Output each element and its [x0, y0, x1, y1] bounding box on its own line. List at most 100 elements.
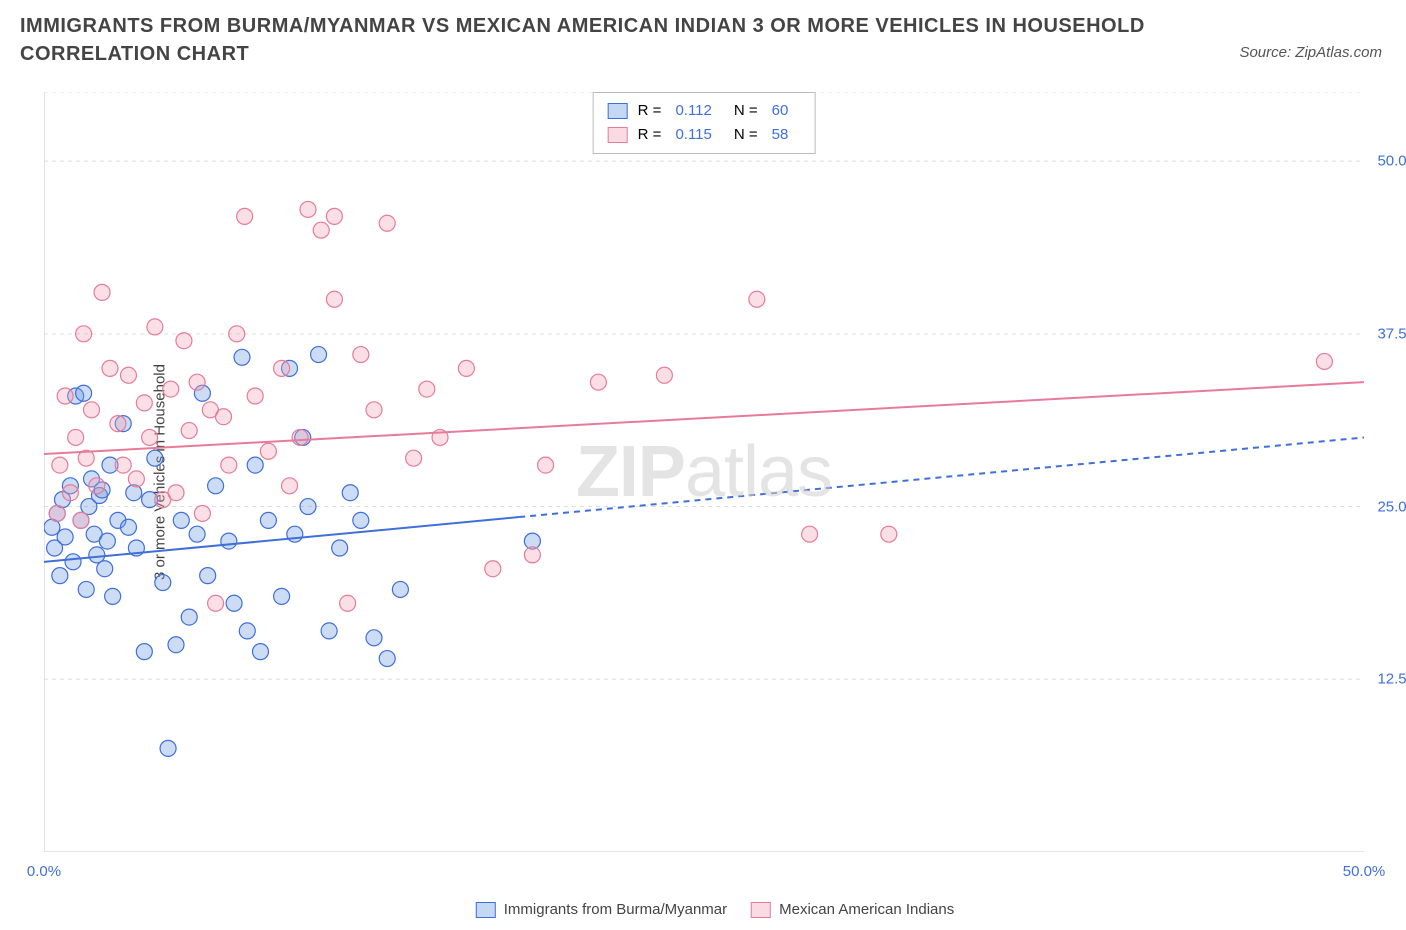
point-burma [173, 512, 189, 528]
point-burma [274, 588, 290, 604]
point-burma [155, 575, 171, 591]
point-mexican [802, 526, 818, 542]
point-mexican [237, 208, 253, 224]
point-burma [234, 349, 250, 365]
point-mexican [94, 284, 110, 300]
point-burma [208, 478, 224, 494]
y-tick: 50.0% [1377, 153, 1406, 170]
point-mexican [353, 347, 369, 363]
point-mexican [115, 457, 131, 473]
r-value-mexican: 0.115 [675, 123, 711, 147]
point-burma [342, 485, 358, 501]
point-mexican [176, 333, 192, 349]
point-burma [260, 512, 276, 528]
legend-label-mexican: Mexican American Indians [779, 901, 954, 918]
point-mexican [89, 478, 105, 494]
point-burma [105, 588, 121, 604]
point-mexican [300, 201, 316, 217]
point-mexican [326, 291, 342, 307]
point-mexican [84, 402, 100, 418]
r-value-burma: 0.112 [675, 99, 711, 123]
point-mexican [147, 319, 163, 335]
point-burma [65, 554, 81, 570]
point-burma [168, 637, 184, 653]
legend-swatch-mexican [751, 902, 771, 918]
y-tick: 12.5% [1377, 671, 1406, 688]
point-mexican [538, 457, 554, 473]
point-mexican [49, 505, 65, 521]
point-burma [321, 623, 337, 639]
point-burma [120, 519, 136, 535]
stats-row-burma: R =0.112N =60 [608, 99, 801, 123]
point-burma [311, 347, 327, 363]
n-value-burma: 60 [772, 99, 789, 123]
stats-legend: R =0.112N =60R =0.115N =58 [593, 92, 816, 154]
point-mexican [485, 561, 501, 577]
point-mexican [419, 381, 435, 397]
point-mexican [282, 478, 298, 494]
point-mexican [57, 388, 73, 404]
y-tick: 37.5% [1377, 325, 1406, 342]
point-burma [392, 581, 408, 597]
stats-row-mexican: R =0.115N =58 [608, 123, 801, 147]
point-mexican [102, 360, 118, 376]
point-mexican [168, 485, 184, 501]
point-burma [353, 512, 369, 528]
point-mexican [76, 326, 92, 342]
swatch-mexican [608, 127, 628, 143]
point-mexican [881, 526, 897, 542]
point-mexican [340, 595, 356, 611]
point-burma [226, 595, 242, 611]
point-mexican [52, 457, 68, 473]
point-burma [189, 526, 205, 542]
point-mexican [406, 450, 422, 466]
point-burma [366, 630, 382, 646]
point-mexican [313, 222, 329, 238]
n-value-mexican: 58 [772, 123, 789, 147]
point-mexican [292, 429, 308, 445]
point-burma [78, 581, 94, 597]
trend-burma-dash [519, 437, 1364, 517]
point-burma [52, 568, 68, 584]
point-mexican [142, 429, 158, 445]
point-burma [252, 644, 268, 660]
point-mexican [136, 395, 152, 411]
point-mexican [120, 367, 136, 383]
point-mexican [524, 547, 540, 563]
point-burma [160, 740, 176, 756]
point-mexican [68, 429, 84, 445]
x-tick-max: 50.0% [1343, 863, 1386, 880]
point-mexican [181, 423, 197, 439]
point-burma [147, 450, 163, 466]
point-mexican [326, 208, 342, 224]
point-burma [181, 609, 197, 625]
point-mexican [379, 215, 395, 231]
legend-label-burma: Immigrants from Burma/Myanmar [504, 901, 727, 918]
point-mexican [128, 471, 144, 487]
point-mexican [656, 367, 672, 383]
point-mexican [194, 505, 210, 521]
point-mexican [366, 402, 382, 418]
point-burma [76, 385, 92, 401]
point-burma [99, 533, 115, 549]
point-burma [379, 651, 395, 667]
point-mexican [189, 374, 205, 390]
y-tick: 25.0% [1377, 498, 1406, 515]
point-burma [287, 526, 303, 542]
source-label: Source: ZipAtlas.com [1239, 44, 1382, 61]
point-burma [239, 623, 255, 639]
point-mexican [749, 291, 765, 307]
point-mexican [208, 595, 224, 611]
point-burma [300, 499, 316, 515]
point-mexican [260, 443, 276, 459]
point-mexican [163, 381, 179, 397]
point-burma [136, 644, 152, 660]
point-mexican [458, 360, 474, 376]
point-mexican [247, 388, 263, 404]
point-mexican [73, 512, 89, 528]
legend-swatch-burma [476, 902, 496, 918]
point-mexican [590, 374, 606, 390]
point-mexican [229, 326, 245, 342]
point-burma [57, 529, 73, 545]
point-mexican [216, 409, 232, 425]
